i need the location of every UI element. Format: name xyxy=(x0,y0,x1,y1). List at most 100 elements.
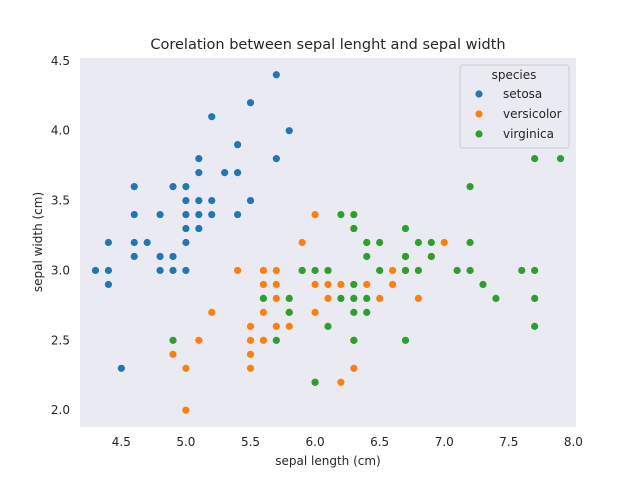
data-point-virginica xyxy=(376,238,384,247)
x-tick-label: 4.5 xyxy=(112,435,131,449)
data-point-virginica xyxy=(427,252,435,261)
data-point-versicolor xyxy=(246,336,255,344)
data-point-versicolor xyxy=(259,336,268,344)
data-point-setosa xyxy=(91,266,100,275)
legend-marker-versicolor xyxy=(475,110,483,118)
data-point-setosa xyxy=(272,71,280,79)
data-point-setosa xyxy=(156,266,164,275)
data-point-virginica xyxy=(531,322,539,330)
data-point-versicolor xyxy=(337,378,345,386)
data-point-versicolor xyxy=(246,322,255,330)
data-point-versicolor xyxy=(272,294,280,303)
data-point-virginica xyxy=(531,294,539,303)
data-point-virginica xyxy=(556,155,565,163)
data-point-versicolor xyxy=(388,266,397,275)
legend-title: species xyxy=(492,68,537,82)
data-point-virginica xyxy=(531,155,539,163)
data-point-setosa xyxy=(156,252,164,261)
legend-label-setosa: setosa xyxy=(503,87,542,101)
data-point-setosa xyxy=(182,266,190,275)
data-point-versicolor xyxy=(182,364,190,372)
data-point-virginica xyxy=(285,308,293,316)
y-tick-label: 3.0 xyxy=(51,263,70,277)
data-point-setosa xyxy=(104,280,113,289)
data-point-setosa xyxy=(195,210,203,219)
x-axis-label: sepal length (cm) xyxy=(275,454,380,468)
data-point-setosa xyxy=(195,196,203,205)
data-point-setosa xyxy=(117,364,125,372)
y-tick-label: 2.5 xyxy=(51,333,70,347)
data-point-virginica xyxy=(324,266,332,275)
data-point-versicolor xyxy=(298,238,306,247)
data-point-versicolor xyxy=(324,294,332,303)
x-tick-label: 7.5 xyxy=(499,435,518,449)
x-tick-label: 8.0 xyxy=(564,435,583,449)
data-point-setosa xyxy=(233,210,242,219)
data-point-versicolor xyxy=(363,280,371,289)
data-point-setosa xyxy=(169,266,177,275)
data-point-setosa xyxy=(169,182,177,191)
legend-marker-setosa xyxy=(475,90,483,98)
x-tick-label: 6.0 xyxy=(306,435,325,449)
data-point-virginica xyxy=(363,238,371,247)
data-point-versicolor xyxy=(233,266,242,275)
x-axis-ticks: 4.5 5.0 5.5 6.0 6.5 7.0 7.5 8.0 xyxy=(112,435,583,449)
data-point-virginica xyxy=(311,378,319,386)
y-tick-label: 3.5 xyxy=(51,194,70,208)
data-point-versicolor xyxy=(311,210,319,219)
data-point-virginica xyxy=(285,294,293,303)
data-point-versicolor xyxy=(195,336,203,344)
data-point-setosa xyxy=(130,182,138,191)
y-tick-label: 4.0 xyxy=(51,124,70,138)
data-point-setosa xyxy=(221,169,229,177)
data-point-virginica xyxy=(401,224,410,233)
data-point-virginica xyxy=(272,336,280,344)
data-point-versicolor xyxy=(285,322,293,330)
data-point-versicolor xyxy=(272,322,280,330)
data-point-versicolor xyxy=(337,280,345,289)
data-point-setosa xyxy=(285,127,293,135)
data-point-virginica xyxy=(350,280,358,289)
data-point-setosa xyxy=(182,224,190,233)
data-point-virginica xyxy=(414,238,423,247)
y-axis-ticks: 2.0 2.5 3.0 3.5 4.0 4.5 xyxy=(51,54,70,417)
data-point-setosa xyxy=(233,169,242,177)
data-point-virginica xyxy=(350,294,358,303)
data-point-versicolor xyxy=(208,308,216,316)
data-point-virginica xyxy=(363,252,371,261)
legend: species setosa versicolor virginica xyxy=(459,64,570,149)
data-point-versicolor xyxy=(259,280,268,289)
data-point-setosa xyxy=(143,238,151,247)
data-point-versicolor xyxy=(311,280,319,289)
data-point-virginica xyxy=(363,294,371,303)
data-point-versicolor xyxy=(414,294,423,303)
data-point-versicolor xyxy=(388,280,397,289)
data-point-virginica xyxy=(259,294,268,303)
data-point-virginica xyxy=(350,210,358,219)
x-tick-label: 5.0 xyxy=(176,435,195,449)
data-point-virginica xyxy=(492,294,500,303)
data-point-virginica xyxy=(414,266,423,275)
data-point-virginica xyxy=(427,238,435,247)
data-point-setosa xyxy=(104,238,113,247)
data-point-setosa xyxy=(208,113,216,121)
data-point-setosa xyxy=(130,252,138,261)
data-point-virginica xyxy=(311,266,319,275)
x-tick-label: 7.0 xyxy=(435,435,454,449)
data-point-setosa xyxy=(182,196,190,205)
chart-title: Corelation between sepal lenght and sepa… xyxy=(150,37,505,53)
points-layer xyxy=(91,71,565,414)
data-point-setosa xyxy=(233,141,242,149)
data-point-virginica xyxy=(401,266,410,275)
data-point-setosa xyxy=(182,210,190,219)
data-point-setosa xyxy=(195,169,203,177)
data-point-setosa xyxy=(169,252,177,261)
data-point-versicolor xyxy=(324,280,332,289)
data-point-virginica xyxy=(169,336,177,344)
data-point-versicolor xyxy=(259,266,268,275)
data-point-setosa xyxy=(272,155,280,163)
data-point-virginica xyxy=(453,266,461,275)
data-point-setosa xyxy=(195,155,203,163)
data-point-virginica xyxy=(466,266,474,275)
